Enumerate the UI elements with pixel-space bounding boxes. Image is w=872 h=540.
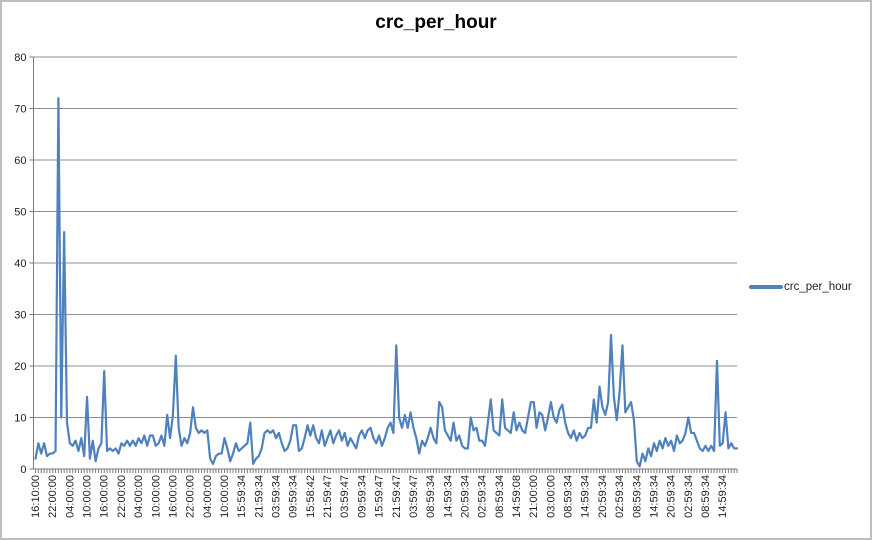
svg-text:09:59:34: 09:59:34 [288, 475, 300, 518]
svg-text:03:59:34: 03:59:34 [271, 475, 283, 518]
svg-text:14:59:34: 14:59:34 [717, 475, 729, 518]
svg-text:04:00:00: 04:00:00 [133, 475, 145, 518]
legend: crc_per_hour [749, 281, 852, 293]
svg-text:40: 40 [14, 258, 26, 270]
legend-label: crc_per_hour [784, 281, 852, 293]
svg-text:08:59:34: 08:59:34 [425, 475, 437, 518]
svg-text:0: 0 [20, 464, 26, 476]
svg-text:10:00:00: 10:00:00 [82, 475, 94, 518]
svg-text:50: 50 [14, 207, 26, 219]
svg-text:70: 70 [14, 104, 26, 116]
svg-text:20:59:34: 20:59:34 [459, 475, 471, 518]
svg-text:16:10:00: 16:10:00 [30, 475, 42, 518]
svg-text:04:00:00: 04:00:00 [64, 475, 76, 518]
svg-text:21:59:34: 21:59:34 [253, 475, 265, 518]
svg-text:80: 80 [14, 52, 26, 64]
svg-text:02:59:34: 02:59:34 [477, 475, 489, 518]
svg-text:60: 60 [14, 155, 26, 167]
x-axis-labels: 16:10:00 22:00:00 04:00:00 10:00:00 16:00:00… [30, 475, 729, 518]
svg-text:15:59:34: 15:59:34 [236, 475, 248, 518]
chart-title: crc_per_hour [375, 12, 497, 33]
svg-text:21:00:00: 21:00:00 [528, 475, 540, 518]
svg-text:08:59:34: 08:59:34 [494, 475, 506, 518]
svg-text:16:00:00: 16:00:00 [167, 475, 179, 518]
svg-text:08:59:34: 08:59:34 [631, 475, 643, 518]
svg-text:15:59:47: 15:59:47 [374, 475, 386, 518]
svg-text:22:00:00: 22:00:00 [47, 475, 59, 518]
svg-text:21:59:47: 21:59:47 [322, 475, 334, 518]
x-axis-ticks [35, 469, 738, 473]
svg-text:14:59:08: 14:59:08 [511, 475, 523, 518]
svg-text:20:59:34: 20:59:34 [666, 475, 678, 518]
svg-text:21:59:47: 21:59:47 [391, 475, 403, 518]
svg-text:10: 10 [14, 413, 26, 425]
svg-text:10:00:00: 10:00:00 [219, 475, 231, 518]
svg-text:02:59:34: 02:59:34 [683, 475, 695, 518]
svg-text:10:00:00: 10:00:00 [150, 475, 162, 518]
svg-text:03:00:00: 03:00:00 [545, 475, 557, 518]
svg-text:22:00:00: 22:00:00 [185, 475, 197, 518]
svg-text:14:59:34: 14:59:34 [580, 475, 592, 518]
svg-text:22:00:00: 22:00:00 [116, 475, 128, 518]
svg-text:15:58:42: 15:58:42 [305, 475, 317, 518]
svg-text:02:59:34: 02:59:34 [614, 475, 626, 518]
svg-text:08:59:34: 08:59:34 [563, 475, 575, 518]
series-line-crc-per-hour [34, 97, 739, 468]
svg-text:20:59:34: 20:59:34 [597, 475, 609, 518]
y-axis-ticks [29, 56, 34, 470]
svg-text:09:59:34: 09:59:34 [356, 475, 368, 518]
svg-text:03:59:47: 03:59:47 [339, 475, 351, 518]
svg-text:14:59:34: 14:59:34 [442, 475, 454, 518]
series-color-swatch [749, 285, 783, 289]
svg-text:14:59:34: 14:59:34 [648, 475, 660, 518]
svg-text:16:00:00: 16:00:00 [99, 475, 111, 518]
y-axis-labels: 0 10 20 30 40 50 60 70 80 [14, 52, 26, 476]
svg-text:20: 20 [14, 361, 26, 373]
svg-text:30: 30 [14, 310, 26, 322]
svg-text:08:59:34: 08:59:34 [700, 475, 712, 518]
svg-text:03:59:47: 03:59:47 [408, 475, 420, 518]
svg-text:04:00:00: 04:00:00 [202, 475, 214, 518]
